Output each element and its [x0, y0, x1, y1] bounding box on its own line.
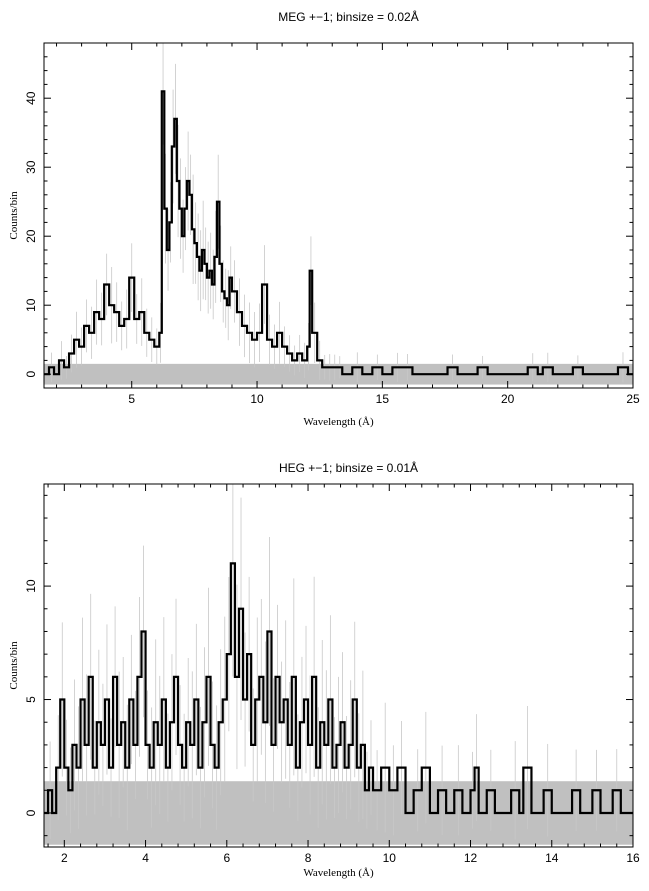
y-tick-label: 10 — [24, 579, 38, 593]
x-tick-label: 5 — [128, 392, 135, 406]
y-axis-label: Counts/bin — [8, 641, 20, 690]
chart-panel-2: 2 4 6 8 10 12 14 16 0 5 10 HEG +−1; binsize = 0.01Å… — [8, 460, 640, 879]
chart-title: MEG +−1; binsize = 0.02Å — [278, 9, 418, 24]
x-tick-label: 12 — [464, 851, 478, 865]
x-tick-label: 4 — [142, 851, 149, 865]
y-tick-label: 30 — [24, 160, 38, 174]
y-tick-label: 0 — [24, 371, 38, 378]
chart-panel-1: 5 10 15 20 25 0 10 20 30 40 MEG +−1; binsize = 0.0… — [8, 9, 640, 428]
y-tick-label: 20 — [24, 229, 38, 243]
spectrum-series-line — [44, 562, 633, 815]
axis-frame — [43, 483, 634, 848]
x-tick-label: 14 — [545, 851, 559, 865]
y-tick-label: 10 — [24, 298, 38, 312]
y-axis-label: Counts/bin — [8, 191, 20, 240]
x-axis-label: Wavelength (Å) — [303, 867, 374, 879]
axis-frame — [43, 42, 634, 389]
x-tick-label: 6 — [223, 851, 230, 865]
x-tick-label: 16 — [626, 851, 640, 865]
noise-band — [44, 363, 633, 385]
x-tick-label: 15 — [376, 392, 390, 406]
x-tick-label: 8 — [305, 851, 312, 865]
x-tick-label: 20 — [501, 392, 515, 406]
plot-area — [44, 43, 633, 385]
chart-title: HEG +−1; binsize = 0.01Å — [279, 460, 418, 475]
x-tick-label: 25 — [626, 392, 640, 406]
x-tick-label: 2 — [61, 851, 68, 865]
x-axis-label: Wavelength (Å) — [303, 416, 374, 428]
x-tick-label: 10 — [383, 851, 397, 865]
x-tick-label: 10 — [250, 392, 264, 406]
spectrum-series-line — [44, 90, 633, 376]
y-tick-label: 5 — [24, 696, 38, 703]
plot-area — [44, 484, 633, 845]
y-tick-label: 0 — [24, 809, 38, 816]
y-tick-label: 40 — [24, 91, 38, 105]
